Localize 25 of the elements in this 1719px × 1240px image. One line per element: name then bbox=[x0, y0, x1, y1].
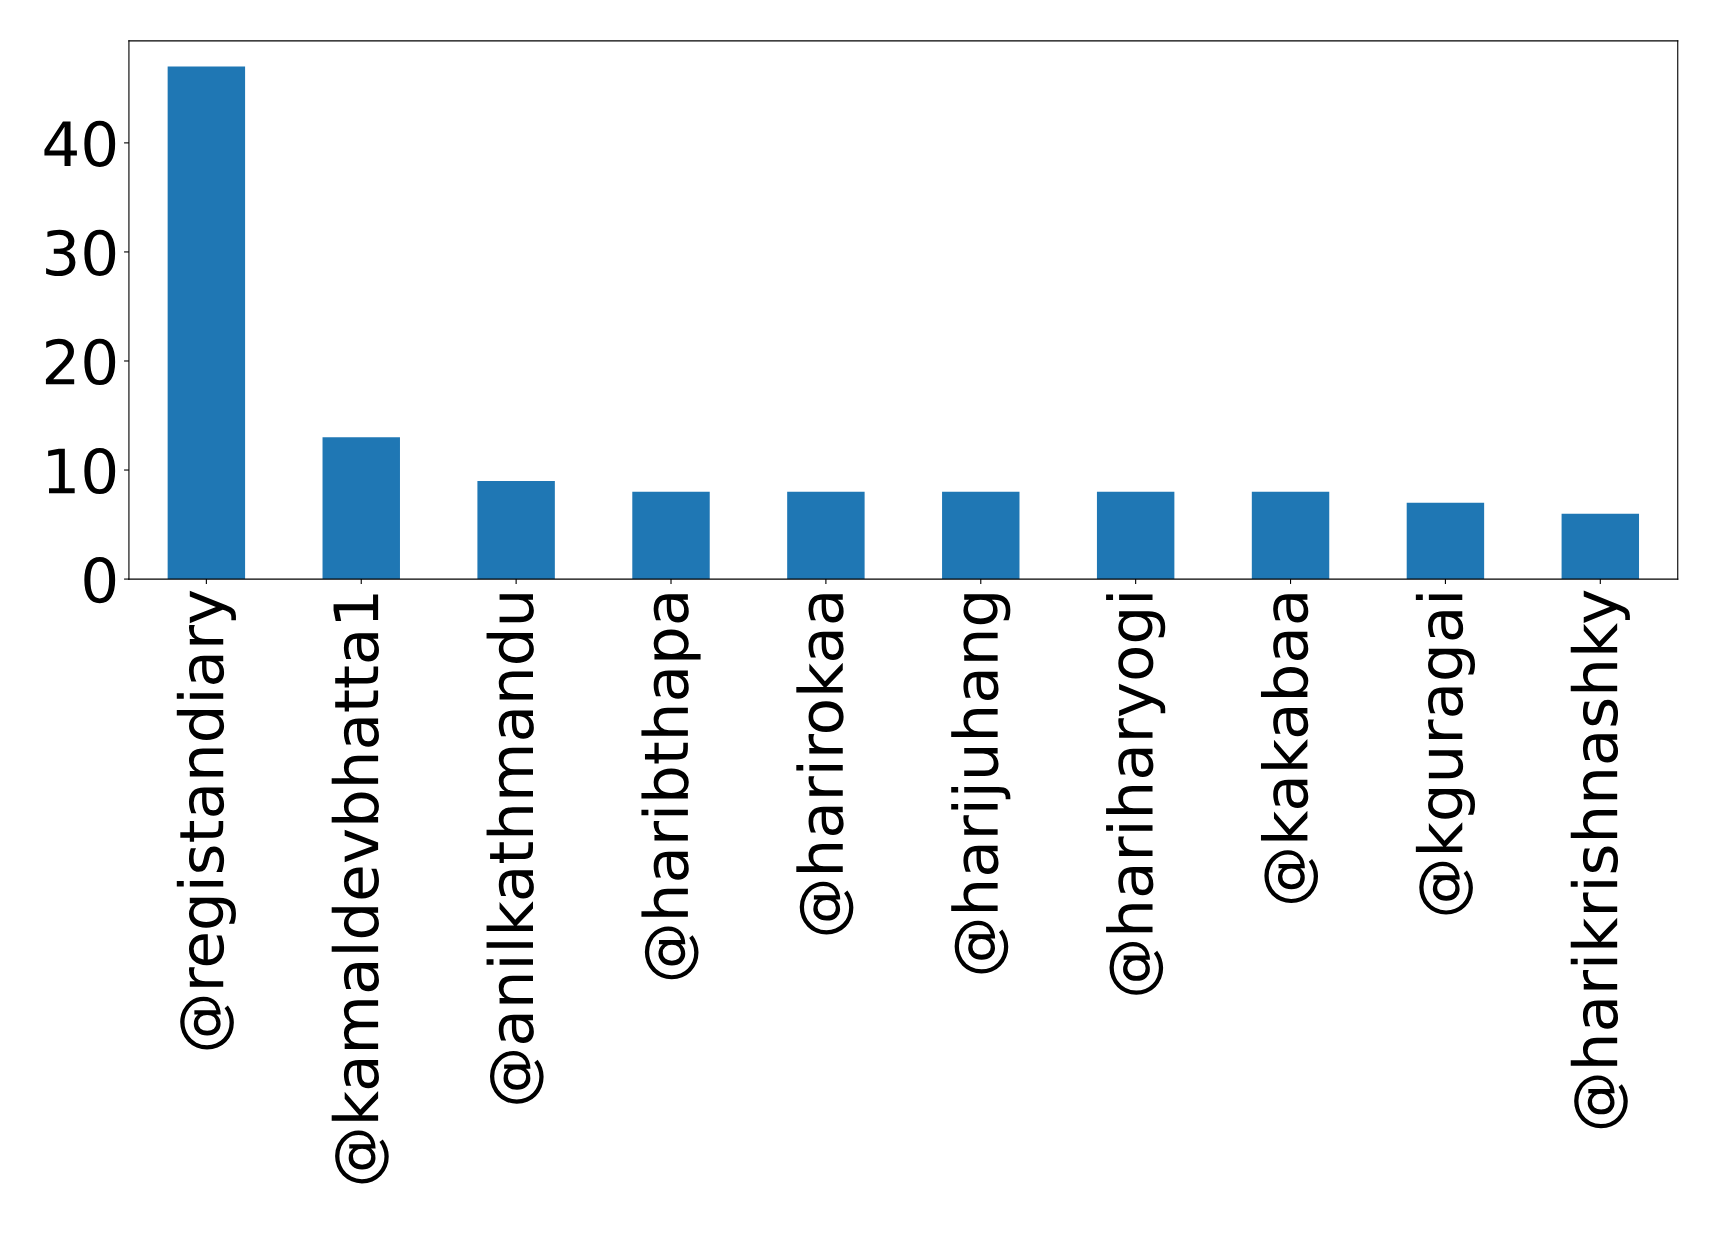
x-tick-label: @registandiary bbox=[176, 590, 236, 1050]
x-tick-label: @harijuhang bbox=[951, 594, 1011, 974]
y-tick-label: 30 bbox=[46, 229, 116, 277]
bar bbox=[322, 437, 400, 580]
bar bbox=[1561, 513, 1640, 580]
x-tick-label: @kamaldevbhatta1 bbox=[331, 594, 389, 1184]
bar bbox=[632, 491, 710, 580]
bar bbox=[167, 66, 246, 580]
x-tick-label: @harikrishnashky bbox=[1570, 590, 1630, 1129]
x-tick-label: @kakabaa bbox=[1260, 594, 1319, 904]
x-tick-label: @hariharyogi bbox=[1106, 594, 1166, 995]
y-tick-label: 40 bbox=[44, 120, 116, 167]
x-tick-label: @anilkathmandu bbox=[486, 594, 544, 1104]
bar bbox=[1251, 491, 1330, 580]
bar bbox=[477, 480, 555, 580]
bar bbox=[942, 491, 1020, 580]
bar bbox=[1406, 502, 1485, 580]
bar bbox=[1096, 491, 1175, 580]
bar bbox=[787, 491, 865, 580]
y-tick-label: 10 bbox=[48, 447, 116, 495]
y-tick-label: 0 bbox=[84, 556, 116, 604]
x-tick-label: @kguragai bbox=[1415, 594, 1475, 915]
x-tick-label: @harirokaa bbox=[796, 594, 854, 935]
y-tick-label: 20 bbox=[45, 338, 116, 386]
x-tick-label: @haribthapa bbox=[641, 594, 701, 980]
